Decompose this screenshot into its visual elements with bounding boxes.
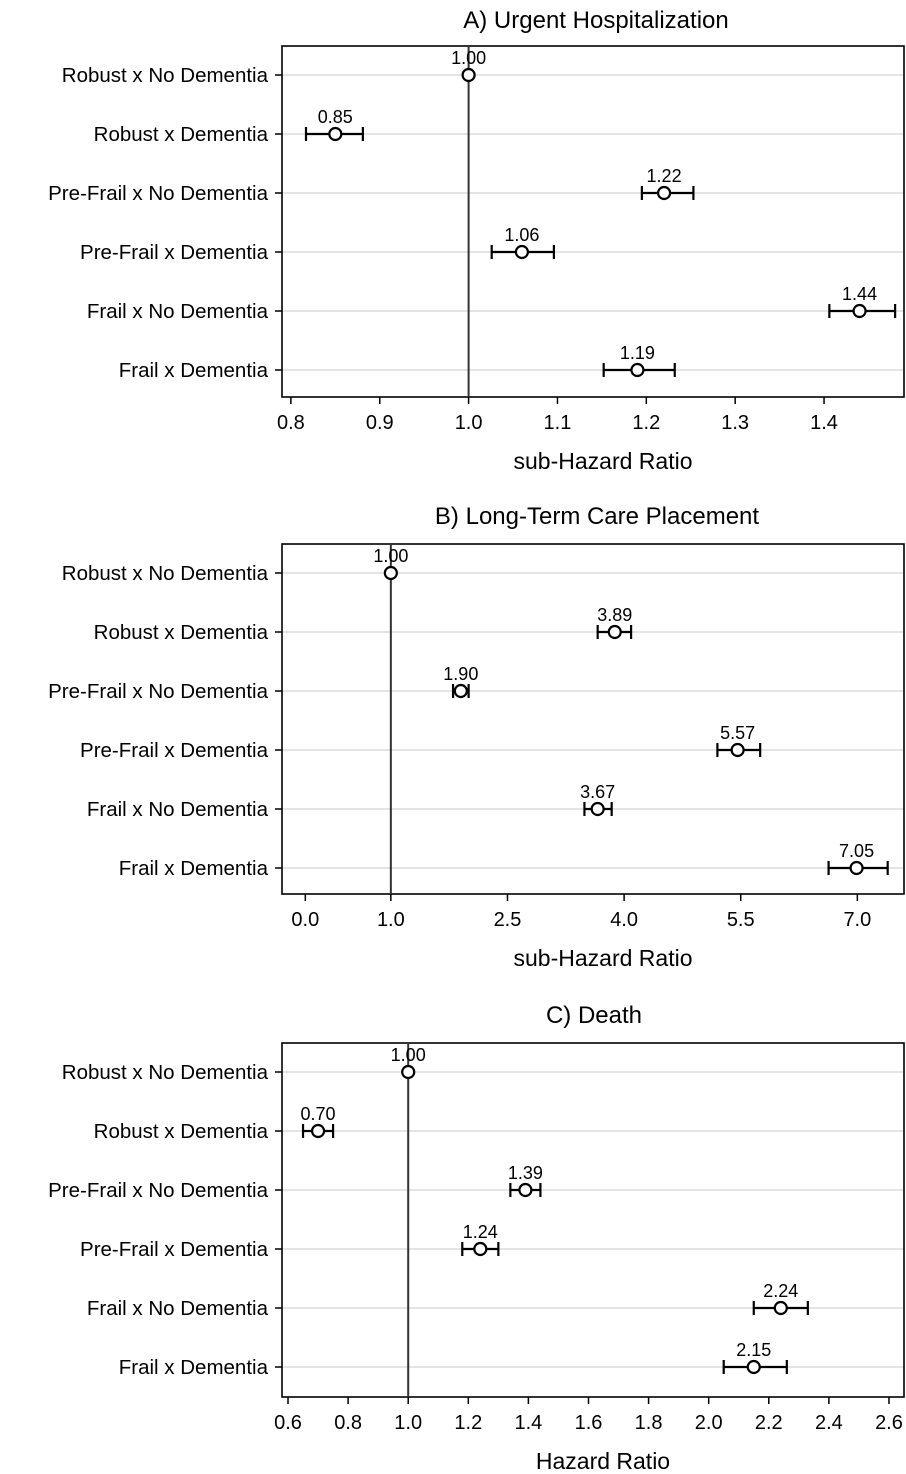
category-label: Frail x No Dementia (87, 798, 269, 821)
point-estimate (658, 187, 670, 199)
point-estimate (592, 803, 604, 815)
x-tick-label: 1.0 (394, 1412, 422, 1434)
x-tick-label: 2.6 (875, 1412, 903, 1434)
estimate-label: 5.57 (720, 723, 755, 743)
category-label: Frail x No Dementia (87, 300, 269, 323)
chart-panel-3: C) Death Robust x No Dementia Robust x Dem… (48, 1002, 904, 1474)
x-tick-label: 1.8 (635, 1412, 663, 1434)
x-tick-label: 2.4 (815, 1412, 843, 1434)
x-axis-title: Hazard Ratio (536, 1448, 670, 1474)
x-tick-label: 1.2 (632, 412, 660, 434)
category-label: Frail x Dementia (119, 857, 269, 880)
chart-panel-2: B) Long-Term Care Placement Robust x No D… (48, 503, 904, 971)
category-label: Pre-Frail x Dementia (80, 1238, 269, 1261)
estimate-label: 1.24 (463, 1222, 498, 1242)
point-estimate (516, 246, 528, 258)
x-tick-label: 1.3 (721, 412, 749, 434)
estimate-label: 2.15 (736, 1340, 771, 1360)
point-estimate (455, 685, 467, 697)
x-tick-label: 0.9 (366, 412, 394, 434)
point-estimate (748, 1361, 760, 1373)
panel-title: C) Death (546, 1002, 642, 1029)
x-tick-label: 0.8 (277, 412, 305, 434)
x-tick-label: 1.0 (377, 909, 405, 931)
estimate-label: 1.22 (647, 166, 682, 186)
category-label: Robust x Dementia (94, 621, 269, 644)
estimate-label: 0.85 (318, 107, 353, 127)
point-estimate (474, 1243, 486, 1255)
estimate-label: 2.24 (763, 1281, 798, 1301)
x-axis-title: sub-Hazard Ratio (514, 945, 693, 971)
point-estimate (775, 1302, 787, 1314)
estimate-label: 7.05 (839, 841, 874, 861)
x-tick-label: 2.2 (755, 1412, 783, 1434)
x-tick-label: 1.2 (454, 1412, 482, 1434)
point-estimate (519, 1184, 531, 1196)
x-tick-label: 1.0 (455, 412, 483, 434)
point-estimate (463, 69, 475, 81)
category-label: Frail x Dementia (119, 1356, 269, 1379)
estimate-label: 1.39 (508, 1163, 543, 1183)
plot-frame (282, 1043, 904, 1397)
point-estimate (732, 744, 744, 756)
x-tick-label: 7.0 (843, 909, 871, 931)
x-tick-label: 0.8 (334, 1412, 362, 1434)
estimate-label: 1.06 (504, 225, 539, 245)
panel-title: A) Urgent Hospitalization (463, 7, 728, 34)
point-estimate (385, 567, 397, 579)
category-label: Pre-Frail x Dementia (80, 739, 269, 762)
category-label: Frail x No Dementia (87, 1297, 269, 1320)
category-label: Frail x Dementia (119, 359, 269, 382)
point-estimate (329, 128, 341, 140)
category-label: Pre-Frail x No Dementia (48, 1179, 268, 1202)
plot-frame (282, 46, 904, 397)
x-tick-label: 1.6 (575, 1412, 603, 1434)
x-axis-title: sub-Hazard Ratio (514, 448, 693, 474)
x-tick-label: 1.4 (810, 412, 838, 434)
estimate-label: 1.19 (620, 343, 655, 363)
x-tick-label: 1.4 (514, 1412, 542, 1434)
category-label: Pre-Frail x No Dementia (48, 182, 268, 205)
estimate-label: 3.89 (597, 605, 632, 625)
estimate-label: 1.90 (443, 664, 478, 684)
x-tick-label: 4.0 (610, 909, 638, 931)
estimate-label: 1.44 (842, 284, 877, 304)
point-estimate (851, 862, 863, 874)
x-tick-label: 2.0 (695, 1412, 723, 1434)
estimate-label: 1.00 (391, 1045, 426, 1065)
estimate-label: 1.00 (451, 48, 486, 68)
chart-panel-1: A) Urgent Hospitalization Robust x No Dem… (48, 7, 904, 474)
category-label: Pre-Frail x No Dementia (48, 680, 268, 703)
estimate-label: 0.70 (301, 1104, 336, 1124)
category-label: Robust x No Dementia (62, 1061, 269, 1084)
x-tick-label: 0.6 (274, 1412, 302, 1434)
x-tick-label: 0.0 (291, 909, 319, 931)
plot-frame (282, 544, 904, 894)
category-label: Robust x Dementia (94, 123, 269, 146)
point-estimate (631, 364, 643, 376)
category-label: Robust x No Dementia (62, 64, 269, 87)
category-label: Robust x Dementia (94, 1120, 269, 1143)
panel-title: B) Long-Term Care Placement (435, 503, 759, 530)
estimate-label: 1.00 (373, 546, 408, 566)
estimate-label: 3.67 (580, 782, 615, 802)
x-tick-label: 2.5 (494, 909, 522, 931)
point-estimate (609, 626, 621, 638)
category-label: Robust x No Dementia (62, 562, 269, 585)
point-estimate (854, 305, 866, 317)
point-estimate (402, 1066, 414, 1078)
x-tick-label: 1.1 (544, 412, 572, 434)
x-tick-label: 5.5 (727, 909, 755, 931)
category-label: Pre-Frail x Dementia (80, 241, 269, 264)
point-estimate (312, 1125, 324, 1137)
